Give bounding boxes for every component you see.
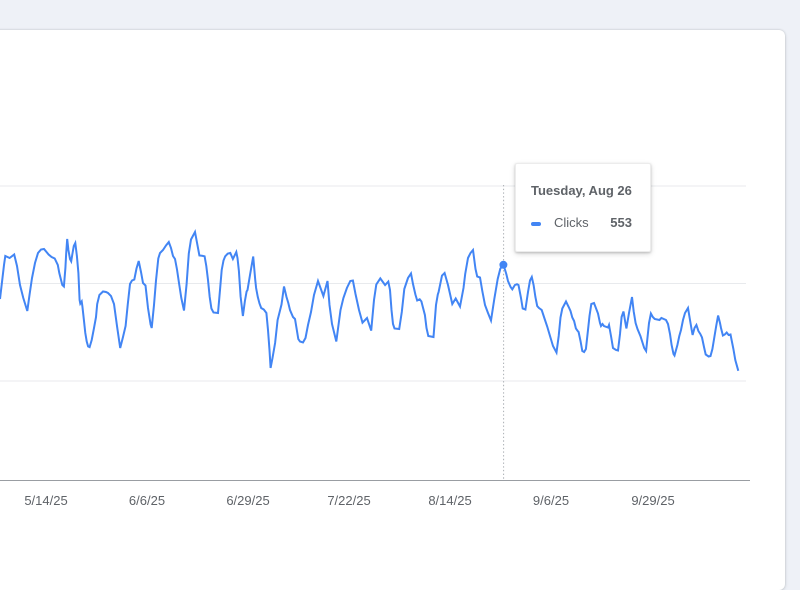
svg-text:9/6/25: 9/6/25 bbox=[533, 493, 569, 508]
svg-text:6/29/25: 6/29/25 bbox=[226, 493, 269, 508]
svg-text:5/14/25: 5/14/25 bbox=[24, 493, 67, 508]
svg-text:7/22/25: 7/22/25 bbox=[327, 493, 370, 508]
svg-text:6/6/25: 6/6/25 bbox=[129, 493, 165, 508]
svg-text:8/14/25: 8/14/25 bbox=[428, 493, 471, 508]
svg-text:9/29/25: 9/29/25 bbox=[631, 493, 674, 508]
